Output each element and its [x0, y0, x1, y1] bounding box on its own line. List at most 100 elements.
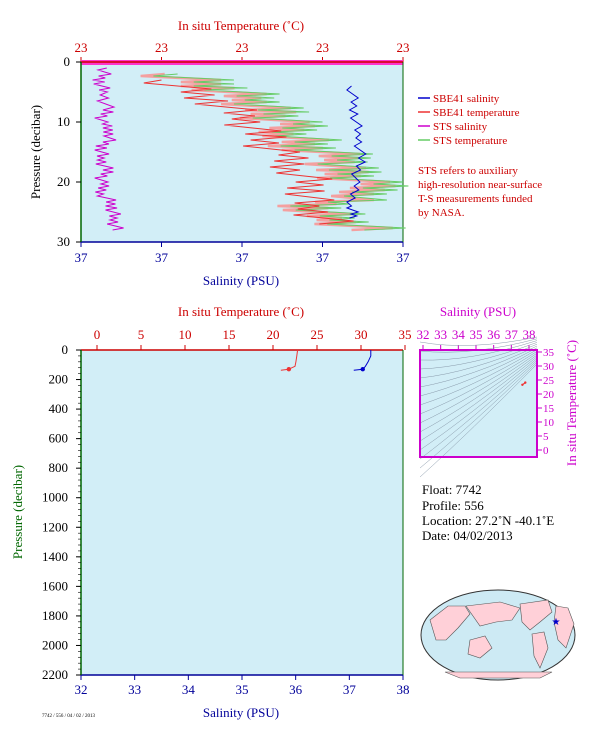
ts-panel: Salinity (PSU) 32 33 34 35 36 37 38 0 5 10 15 20 25… [417, 304, 579, 478]
density-contour [419, 342, 538, 370]
top-pressure-label: 30 [57, 234, 70, 249]
ts-temp-label: 35 [543, 347, 555, 359]
ts-temp-label: 0 [543, 445, 549, 457]
top-pressure-axis-title: Pressure (decibar) [28, 105, 43, 199]
top-salinity-axis-title: Salinity (PSU) [203, 273, 279, 288]
main-pressure-label: 1600 [42, 578, 68, 593]
ts-salinity-label: 34 [452, 327, 466, 342]
main-temp-label: 35 [399, 327, 412, 342]
density-contour [419, 358, 538, 451]
land-north-america [519, 599, 553, 631]
float-id: Float: 7742 [422, 482, 482, 497]
main-pressure-label: 1400 [42, 549, 68, 564]
main-pressure-axis-title: Pressure (decibar) [10, 465, 25, 559]
top-pressure-tick-labels: 0 10 20 30 [57, 54, 81, 249]
main-salinity-label: 33 [128, 682, 141, 697]
main-profile-traces [280, 349, 372, 372]
main-temp-tick-labels: 0 5 10 15 20 25 30 35 [94, 327, 412, 350]
density-contour [419, 340, 538, 361]
land-australia [467, 635, 493, 659]
land-antarctica [444, 671, 553, 679]
ts-plot-border [419, 349, 538, 458]
top-pressure-label: 20 [57, 174, 70, 189]
top-salinity-label: 37 [155, 250, 169, 265]
ts-salinity-label: 36 [487, 327, 501, 342]
note-line: by NASA. [418, 207, 465, 219]
sbe41-temperature-line [143, 79, 354, 225]
land-asia-west [429, 605, 471, 641]
main-plot-area [81, 350, 403, 675]
footer-label: 7742 / 556 / 04 / 02 / 2013 [42, 714, 96, 719]
ts-temp-label: 10 [543, 417, 555, 429]
main-pressure-tick-labels: 0 200 400 600 800 1000 1200 1400 1600 1800 2000 220… [42, 342, 81, 682]
main-salinity-label: 38 [397, 682, 410, 697]
ts-point [521, 383, 524, 386]
main-salinity-label: 36 [289, 682, 303, 697]
main-pressure-label: 1200 [42, 519, 68, 534]
top-temp-label: 23 [155, 40, 168, 55]
main-salinity-end-point [360, 367, 365, 372]
main-pressure-label: 2000 [42, 637, 68, 652]
main-temperature-profile [288, 349, 299, 370]
ts-salinity-label: 38 [523, 327, 536, 342]
main-pressure-label: 0 [62, 342, 69, 357]
main-pressure-label: 600 [49, 431, 69, 446]
ts-temp-tick-labels: 0 5 10 15 20 25 30 35 [537, 347, 555, 457]
top-temp-label: 23 [236, 40, 249, 55]
ts-temp-label: 15 [543, 403, 555, 415]
top-salinity-label: 37 [75, 250, 89, 265]
main-pressure-label: 200 [49, 372, 69, 387]
ts-profile-trace [521, 381, 527, 386]
top-panel: In situ Temperature (˚C) 23 23 23 23 23 0 10 2… [28, 18, 410, 288]
main-salinity-tail [353, 368, 363, 371]
sts-salinity-line [92, 67, 124, 231]
top-pressure-label: 0 [64, 54, 71, 69]
density-contour [419, 345, 538, 388]
top-temp-tick-labels: 23 23 23 23 23 [75, 40, 410, 62]
main-salinity-tick-labels: 32 33 34 35 36 37 38 [75, 675, 410, 697]
top-temp-label: 23 [75, 40, 88, 55]
density-contour [419, 336, 538, 346]
main-pressure-label: 800 [49, 460, 69, 475]
main-temp-axis-title: In situ Temperature (˚C) [178, 304, 304, 319]
land-africa [553, 605, 575, 649]
ts-temp-label: 30 [543, 361, 555, 373]
top-pressure-label: 10 [57, 114, 70, 129]
ts-salinity-label: 37 [505, 327, 519, 342]
ts-salinity-label: 33 [434, 327, 447, 342]
ts-temp-label: 5 [543, 431, 549, 443]
ts-density-contours [419, 336, 538, 478]
map-land [429, 599, 575, 679]
top-salinity-label: 37 [236, 250, 250, 265]
main-salinity-label: 32 [75, 682, 88, 697]
main-salinity-profile [362, 350, 372, 370]
legend-label: STS temperature [433, 135, 507, 147]
ts-temp-label: 25 [543, 375, 555, 387]
main-temp-label: 5 [138, 327, 145, 342]
legend-label: STS salinity [433, 121, 488, 133]
main-temp-label: 30 [355, 327, 368, 342]
density-contour [419, 351, 538, 415]
main-salinity-label: 37 [343, 682, 357, 697]
main-pressure-label: 400 [49, 401, 69, 416]
note-line: high-resolution near-surface [418, 179, 542, 191]
sts-note: STS refers to auxiliary high-resolution n… [418, 165, 542, 219]
main-temp-label: 15 [223, 327, 236, 342]
ts-plot-area [420, 350, 537, 457]
top-temp-axis-title: In situ Temperature (˚C) [178, 18, 304, 33]
land-south-america [531, 631, 549, 669]
profile-number: Profile: 556 [422, 498, 484, 513]
top-salinity-label: 37 [397, 250, 411, 265]
ts-salinity-label: 32 [417, 327, 430, 342]
density-contour [419, 354, 538, 433]
float-location-marker: ★ [552, 617, 561, 628]
density-contour [419, 347, 538, 397]
top-temp-label: 23 [316, 40, 329, 55]
land-asia [465, 601, 521, 627]
date: Date: 04/02/2013 [422, 528, 513, 543]
main-temp-label: 25 [311, 327, 324, 342]
main-salinity-label: 34 [182, 682, 196, 697]
legend-label: SBE41 salinity [433, 93, 500, 105]
sbe41-salinity-line [345, 85, 367, 219]
